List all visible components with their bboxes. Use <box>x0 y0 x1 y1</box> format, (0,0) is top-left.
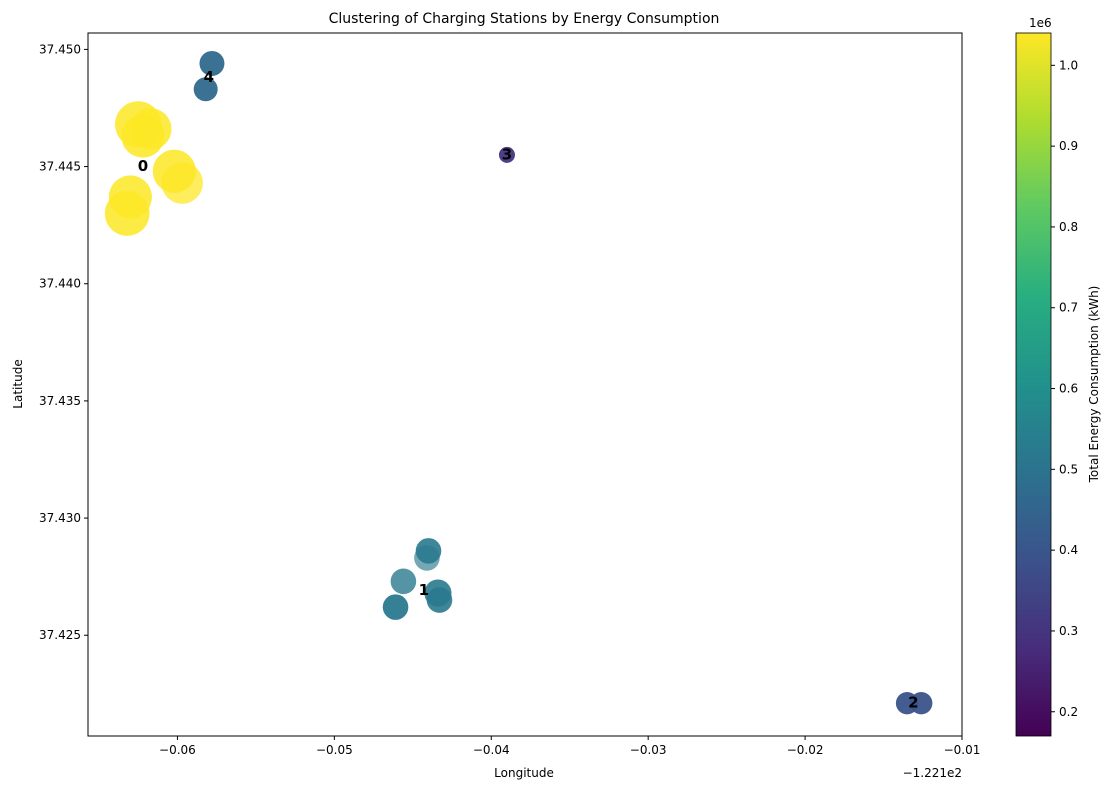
colorbar-tick-label: 0.2 <box>1059 705 1078 719</box>
chart-title: Clustering of Charging Stations by Energ… <box>329 11 720 27</box>
colorbar-tick-label: 0.9 <box>1059 139 1078 153</box>
data-point <box>390 568 417 595</box>
x-offset-label: −1.221e2 <box>903 766 962 780</box>
y-tick-label: 37.450 <box>39 42 81 56</box>
x-axis-label: Longitude <box>494 766 554 780</box>
y-tick-label: 37.440 <box>39 277 81 291</box>
x-tick-label: −0.04 <box>473 743 510 757</box>
y-tick-label: 37.435 <box>39 394 81 408</box>
y-tick-label: 37.430 <box>39 511 81 525</box>
cluster-label: 3 <box>502 145 512 163</box>
x-tick-label: −0.05 <box>316 743 353 757</box>
colorbar-tick-label: 0.8 <box>1059 220 1078 234</box>
y-tick-label: 37.445 <box>39 160 81 174</box>
cluster-label: 4 <box>204 68 214 86</box>
x-axis: −0.06 −0.05 −0.04 −0.03 −0.02 −0.01 <box>159 736 980 757</box>
colorbar-tick-label: 0.5 <box>1059 462 1078 476</box>
data-point <box>426 587 453 613</box>
colorbar-label: Total Energy Consumption (kWh) <box>1087 286 1101 484</box>
y-axis-label: Latitude <box>11 359 25 408</box>
cluster-labels-layer: 0 1 2 3 4 <box>138 68 919 712</box>
data-point <box>104 191 150 236</box>
cluster-label: 2 <box>908 694 918 712</box>
data-point <box>498 146 515 163</box>
data-point <box>382 594 409 620</box>
colorbar-multiplier: 1e6 <box>1029 16 1052 30</box>
data-point <box>129 108 172 150</box>
x-tick-label: −0.03 <box>630 743 667 757</box>
y-tick-label: 37.425 <box>39 628 81 642</box>
colorbar <box>1015 32 1052 737</box>
colorbar-tick-label: 1.0 <box>1059 58 1078 72</box>
data-point <box>415 538 442 564</box>
colorbar-tick-label: 0.7 <box>1059 301 1078 315</box>
data-point <box>161 162 203 204</box>
cluster-label: 1 <box>419 581 429 599</box>
x-tick-label: −0.01 <box>944 743 981 757</box>
data-point <box>910 691 933 715</box>
data-point <box>199 50 225 76</box>
colorbar-tick-label: 0.4 <box>1059 543 1078 557</box>
plot-frame <box>87 32 963 737</box>
colorbar-tick-label: 0.3 <box>1059 624 1078 638</box>
colorbar-tick-label: 0.6 <box>1059 382 1078 396</box>
data-point <box>193 77 218 102</box>
x-tick-label: −0.02 <box>787 743 824 757</box>
colorbar-ticks: 0.2 0.3 0.4 0.5 0.6 0.7 0.8 0.9 1.0 <box>1051 58 1078 719</box>
points-layer <box>104 50 933 715</box>
x-tick-label: −0.06 <box>159 743 196 757</box>
cluster-label: 0 <box>138 157 148 175</box>
y-axis: 37.425 37.430 37.435 37.440 37.445 37.450 <box>39 42 88 642</box>
